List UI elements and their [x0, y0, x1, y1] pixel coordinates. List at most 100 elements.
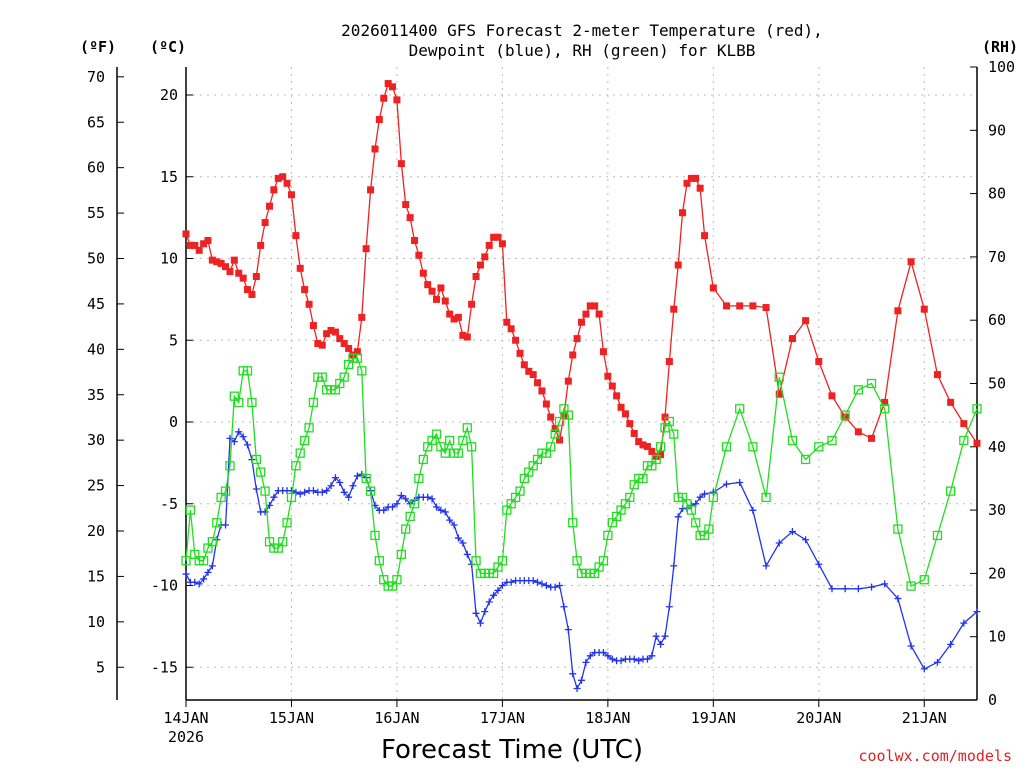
rh-point — [295, 448, 305, 458]
temperature-point — [665, 358, 673, 366]
fahrenheit-tick-label: 40 — [87, 340, 105, 358]
temperature-point — [327, 326, 335, 334]
temperature-point — [736, 302, 744, 310]
dewpoint-point — [340, 488, 348, 496]
temperature-point — [248, 290, 256, 298]
temperature-point — [617, 403, 625, 411]
rh-point — [598, 556, 609, 566]
rh-point — [361, 473, 371, 484]
temperature-point — [841, 413, 849, 421]
temperature-point — [323, 330, 331, 338]
rh-point — [497, 556, 508, 566]
temperature-point — [608, 382, 616, 390]
dewpoint-point — [428, 495, 436, 503]
rh-point — [704, 524, 714, 534]
temperature-point — [437, 284, 445, 292]
x-tick-label: 18JAN — [585, 709, 630, 727]
temperature-point — [235, 269, 243, 277]
dewpoint-point — [301, 488, 309, 496]
temperature-point — [512, 336, 520, 344]
temperature-point — [648, 447, 656, 455]
dewpoint-point — [802, 536, 810, 544]
dewpoint-point — [402, 495, 410, 503]
temperature-point — [868, 434, 876, 442]
temperature-point — [450, 315, 458, 323]
dewpoint-point — [534, 578, 542, 586]
rh-point — [550, 429, 560, 439]
temperature-point — [257, 241, 265, 249]
dewpoint-point — [481, 608, 489, 616]
temperature-point — [428, 287, 436, 295]
fahrenheit-tick-label: 10 — [87, 613, 105, 631]
rh-point — [247, 397, 257, 408]
temperature-point — [367, 186, 375, 194]
temperature-point — [815, 358, 823, 366]
rh-point — [462, 423, 472, 433]
temperature-point — [287, 191, 295, 199]
dewpoint-point — [868, 583, 876, 591]
temperature-point — [973, 439, 981, 447]
fahrenheit-tick-label: 70 — [87, 68, 105, 86]
dewpoint-point — [349, 482, 357, 490]
celsius-tick-label: -5 — [160, 495, 178, 513]
rh-point — [453, 448, 464, 458]
temperature-point — [683, 179, 691, 187]
temperature-point — [595, 310, 603, 318]
rh-tick-label: 60 — [988, 311, 1006, 329]
dewpoint-point — [960, 619, 968, 627]
temperature-point — [582, 310, 590, 318]
rh-point — [304, 423, 314, 433]
x-tick-label: 21JAN — [902, 709, 947, 727]
rh-point — [721, 442, 732, 452]
temperature-point — [186, 241, 194, 249]
temperature-point — [687, 174, 695, 182]
rh-point — [603, 530, 613, 541]
rh-point — [906, 581, 916, 591]
temperature-point — [578, 318, 585, 326]
rh-point — [418, 454, 428, 465]
rh-tick-label: 90 — [988, 121, 1006, 139]
temperature-point — [279, 173, 287, 181]
temperature-point — [569, 351, 577, 359]
rh-point — [655, 442, 666, 452]
dewpoint-point — [437, 506, 445, 514]
rh-point — [220, 486, 231, 496]
temperature-point — [296, 264, 304, 272]
fahrenheit-tick-label: 55 — [87, 204, 105, 222]
fahrenheit-tick-label: 15 — [87, 567, 105, 585]
rh-point — [664, 416, 675, 427]
dewpoint-point — [507, 578, 515, 586]
rh-point — [357, 366, 367, 376]
rh-point — [814, 442, 824, 452]
temperature-point — [854, 428, 862, 436]
temperature-point — [336, 335, 344, 343]
dewpoint-point — [432, 503, 440, 511]
dewpoint-point — [665, 603, 673, 611]
temperature-point — [529, 371, 537, 379]
dewpoint-point — [617, 657, 625, 665]
temperature-point — [270, 186, 278, 194]
rh-point — [392, 575, 402, 585]
dewpoint-point — [564, 626, 572, 634]
rh-point — [853, 385, 863, 395]
dewpoint-point — [485, 598, 493, 606]
temperature-point — [920, 305, 928, 313]
rh-point — [546, 442, 556, 452]
temperature-point — [476, 261, 484, 269]
dewpoint-point — [788, 528, 796, 536]
dewpoint-point — [345, 493, 353, 501]
rh-point — [445, 435, 455, 446]
x-axis-title: Forecast Time (UTC) — [381, 735, 643, 765]
temperature-point — [314, 340, 322, 348]
rh-point — [774, 372, 784, 382]
rh-point — [260, 486, 270, 496]
dewpoint-point — [556, 582, 564, 589]
fahrenheit-tick-label: 5 — [96, 658, 105, 676]
temperature-point — [371, 145, 379, 153]
rh-point — [256, 467, 266, 477]
temperature-point — [494, 233, 502, 241]
dewpoint-point — [397, 492, 405, 500]
dewpoint-point — [454, 534, 462, 542]
dewpoint-point — [635, 657, 643, 665]
